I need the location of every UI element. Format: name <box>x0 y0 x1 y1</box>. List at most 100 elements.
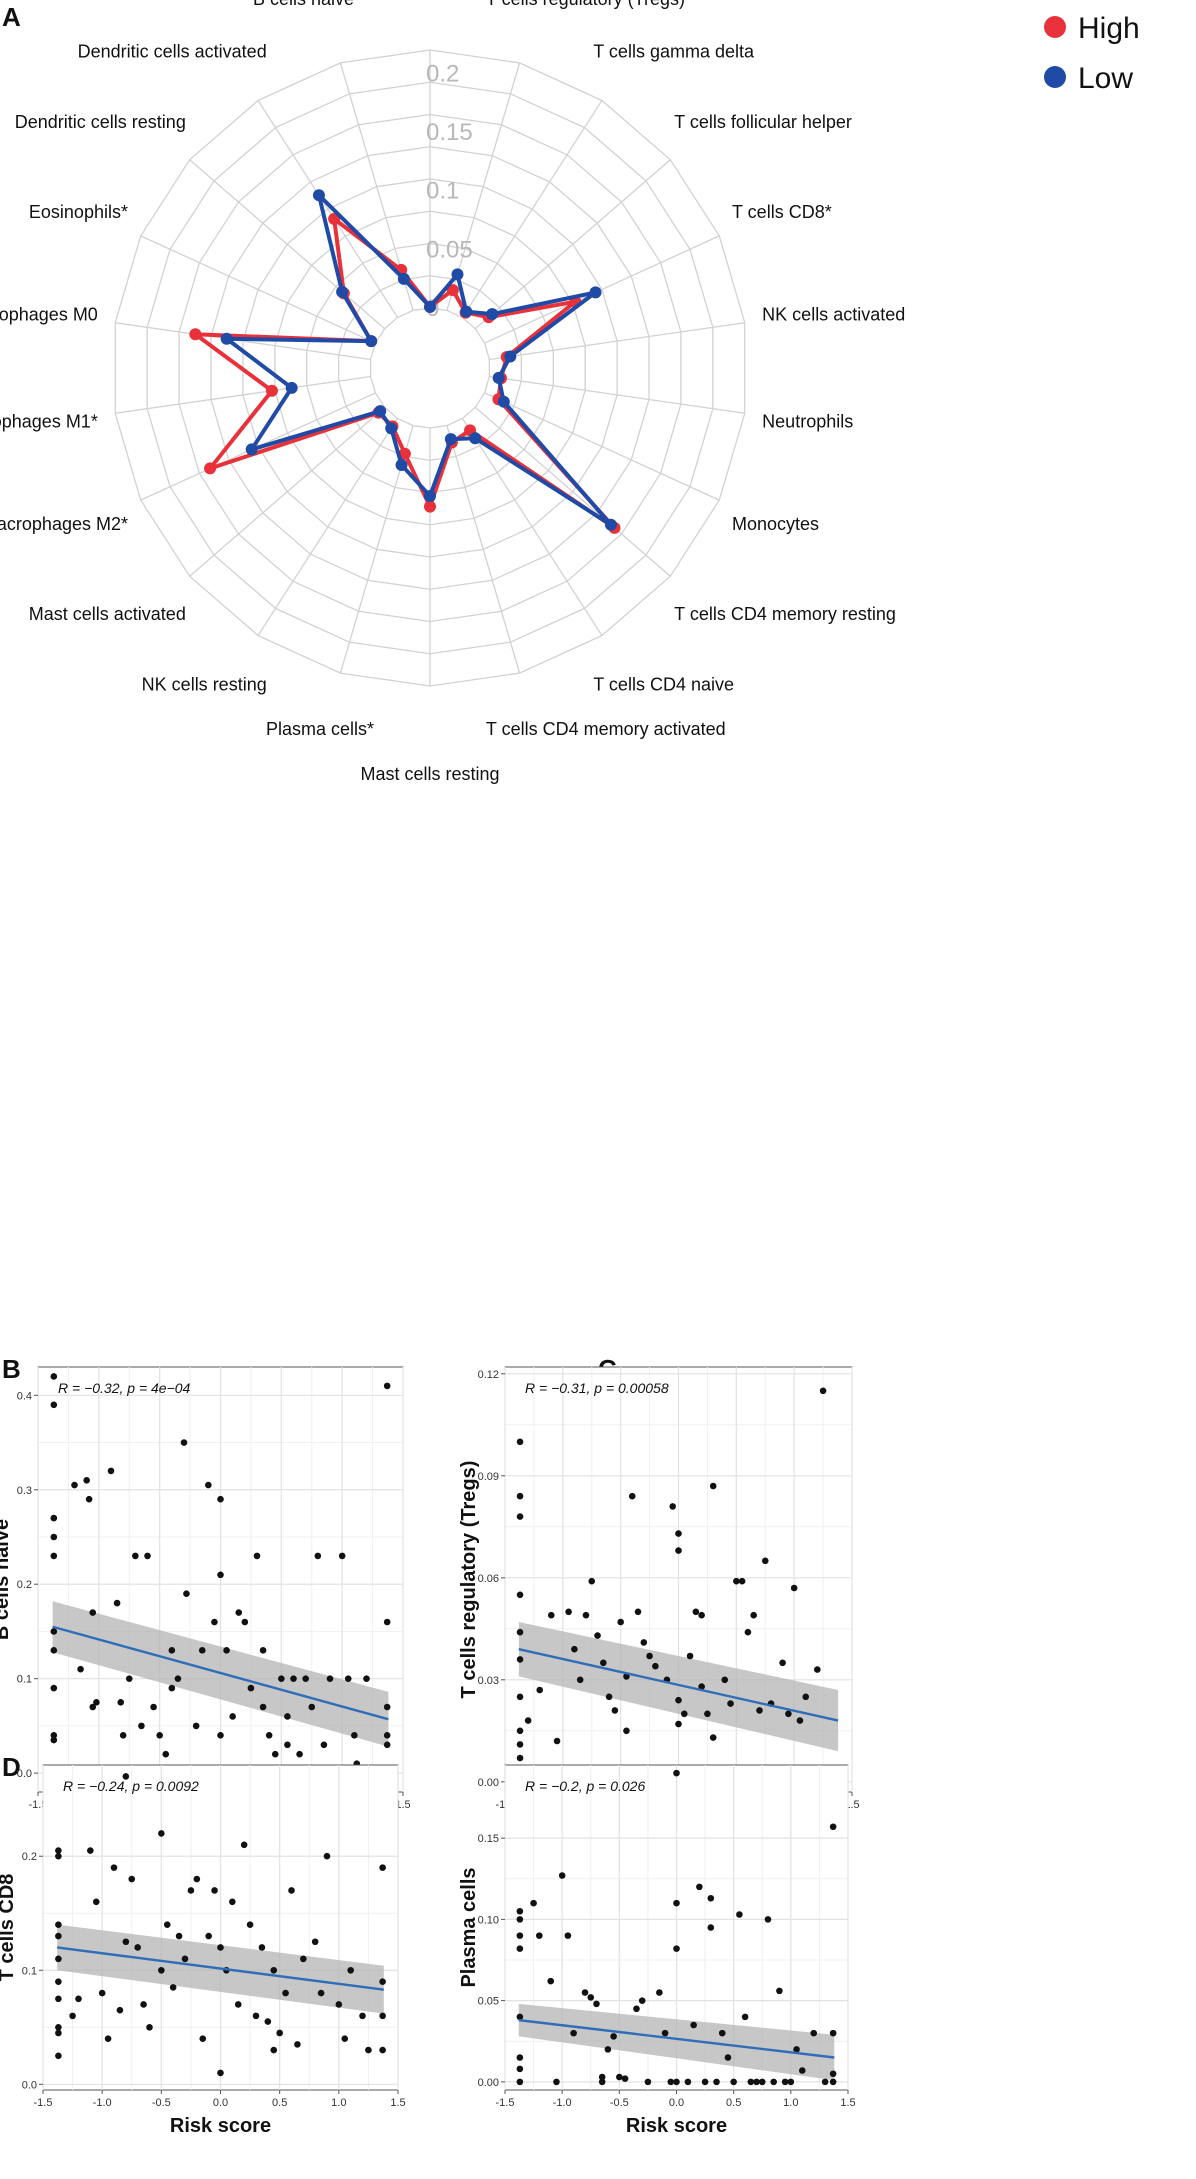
data-point <box>359 2012 366 2020</box>
y-tick-label: 0.00 <box>478 1777 499 1789</box>
data-point <box>821 2078 829 2086</box>
y-tick-label: 0.0 <box>22 2079 37 2091</box>
radar-point-low <box>497 395 510 408</box>
data-point <box>50 1514 58 1522</box>
data-point <box>753 2078 760 2086</box>
data-point <box>284 1713 291 1720</box>
radar-point-low <box>336 285 349 298</box>
regression-line <box>52 1625 389 1721</box>
radar-spoke <box>189 159 386 330</box>
data-point <box>516 2065 524 2073</box>
data-point <box>707 1894 715 1902</box>
data-point <box>770 2078 777 2086</box>
data-point <box>701 2078 709 2086</box>
radar-point-high <box>424 500 436 513</box>
data-point <box>571 1645 578 1653</box>
radar-point-low <box>589 286 602 299</box>
data-point <box>55 1921 62 1928</box>
data-point <box>582 1611 590 1619</box>
data-point <box>50 1552 58 1560</box>
radar-point-low <box>220 332 233 345</box>
data-point <box>229 1713 236 1720</box>
radar-spoke <box>474 159 671 330</box>
data-point <box>341 2035 349 2042</box>
data-point <box>193 1875 201 1883</box>
data-point <box>605 1693 613 1701</box>
data-point <box>317 1989 325 1997</box>
legend-swatch-low <box>1044 66 1066 88</box>
y-tick-label: 0.03 <box>478 1675 499 1687</box>
data-point <box>516 1438 524 1446</box>
data-point <box>132 1552 139 1560</box>
data-point <box>675 1720 682 1728</box>
data-point <box>516 1754 524 1762</box>
x-tick-label: 1.5 <box>840 2097 855 2109</box>
data-point <box>796 1717 804 1724</box>
data-point <box>547 1611 555 1619</box>
radar-radial-tick: 0.15 <box>426 119 473 146</box>
data-point <box>547 1977 555 1985</box>
data-point <box>110 1864 118 1871</box>
data-point <box>656 1989 663 1996</box>
data-point <box>764 1916 772 1923</box>
data-point <box>50 1732 58 1739</box>
radar-category-label: Macrophages M0 <box>0 304 98 324</box>
x-tick-label: -1.0 <box>553 2097 572 2109</box>
data-point <box>736 1911 743 1918</box>
data-point <box>810 2029 817 2037</box>
radar-category-label: NK cells resting <box>142 674 267 694</box>
data-point <box>174 1675 182 1682</box>
data-point <box>180 1439 188 1446</box>
data-point <box>77 1665 84 1673</box>
radar-spoke <box>140 235 376 344</box>
radar-spoke <box>446 425 521 674</box>
data-point <box>829 2029 837 2037</box>
radar-category-label: Mast cells resting <box>360 764 499 784</box>
data-point <box>240 1841 248 1849</box>
data-point <box>516 1932 524 1939</box>
radar-category-label: T cells CD4 memory activated <box>486 719 726 739</box>
data-point <box>516 1492 524 1500</box>
data-point <box>211 1618 218 1626</box>
data-point <box>351 1732 358 1739</box>
data-point <box>747 2078 755 2086</box>
data-point <box>516 1916 524 1923</box>
data-point <box>516 1513 524 1520</box>
data-point <box>383 1382 391 1390</box>
radar-category-label: Mast cells activated <box>29 604 186 624</box>
data-point <box>183 1590 190 1597</box>
y-axis-label: T cells regulatory (Tregs) <box>458 1461 480 1699</box>
data-point <box>628 1492 636 1500</box>
data-point <box>246 1921 254 1928</box>
x-tick-label: -1.5 <box>496 2097 515 2109</box>
data-point <box>536 1686 543 1694</box>
radar-point-low <box>492 371 505 384</box>
data-point <box>798 2067 806 2074</box>
radar-radial-tick: 0.2 <box>426 60 459 87</box>
data-point <box>270 2046 278 2054</box>
radar-category-label: T cells follicular helper <box>674 112 852 132</box>
data-point <box>698 1611 705 1619</box>
data-point <box>168 1647 176 1654</box>
data-point <box>587 1994 595 2001</box>
x-tick-label: 0.0 <box>669 2097 684 2109</box>
y-tick-label: 0.2 <box>22 1851 37 1863</box>
data-point <box>516 2054 524 2061</box>
data-point <box>253 1552 261 1560</box>
radar-point-low <box>424 300 436 313</box>
y-tick-label: 0.00 <box>478 2077 499 2089</box>
radar-category-label: T cells CD8* <box>732 202 832 222</box>
data-point <box>199 2035 207 2042</box>
y-tick-label: 0.09 <box>478 1471 499 1483</box>
data-point <box>217 1571 224 1579</box>
radar-point-low <box>451 268 464 281</box>
data-point <box>727 1700 734 1707</box>
data-point <box>55 1847 62 1854</box>
radar-chart: 00.050.10.150.2B cells memoryT cells reg… <box>0 0 905 784</box>
radar-point-high <box>204 462 217 475</box>
data-point <box>696 1883 703 1891</box>
data-point <box>692 1608 700 1616</box>
data-point <box>89 1703 97 1711</box>
legend-swatch-high <box>1044 16 1066 38</box>
